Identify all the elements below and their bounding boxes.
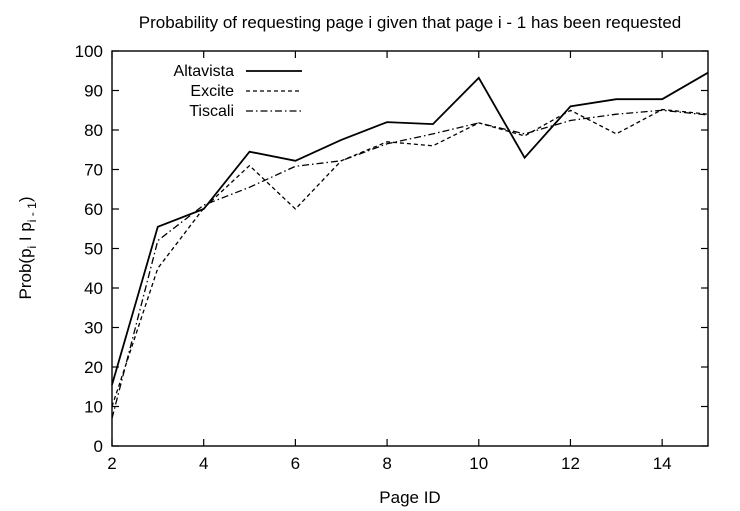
y-tick-label: 50 [84,240,103,259]
y-axis-label-mid: I p [16,222,35,246]
x-tick-label: 12 [561,454,580,473]
y-axis-label-sub-i-minus-1: i - 1 [25,202,39,222]
y-tick-label: 100 [75,42,103,61]
x-tick-label: 10 [469,454,488,473]
y-axis-label: Prob(pi I pi - 1) [16,196,39,299]
y-axis-label-base: Prob(p [16,248,35,299]
chart-title: Probability of requesting page i given t… [139,13,681,32]
y-tick-label: 40 [84,279,103,298]
legend-label-excite: Excite [190,83,234,100]
legend: Altavista Excite Tiscali [174,63,302,120]
y-tick-label: 0 [94,437,103,456]
series-line-excite [111,108,709,407]
y-tick-label: 90 [84,82,103,101]
y-tick-label: 70 [84,161,103,180]
legend-label-altavista: Altavista [174,63,235,80]
x-tick-label: 6 [291,454,300,473]
legend-label-tiscali: Tiscali [189,103,234,120]
x-tick-label: 14 [653,454,672,473]
y-axis-label-end: ) [16,196,35,202]
series-group [111,71,709,419]
y-tick-label: 10 [84,398,103,417]
y-tick-label: 80 [84,121,103,140]
y-tick-label: 20 [84,358,103,377]
y-axis: 0 10 20 30 40 50 60 70 80 90 100 [75,42,708,456]
y-tick-label: 60 [84,200,103,219]
series-line-tiscali [111,109,709,419]
y-axis-label-sub-i: i [25,246,39,249]
series-line-altavista [111,71,709,386]
x-tick-label: 2 [107,454,116,473]
x-axis-label: Page ID [379,488,440,507]
y-tick-label: 30 [84,319,103,338]
x-axis: 2 4 6 8 10 12 14 [107,51,672,473]
x-tick-label: 4 [199,454,208,473]
x-tick-label: 8 [382,454,391,473]
